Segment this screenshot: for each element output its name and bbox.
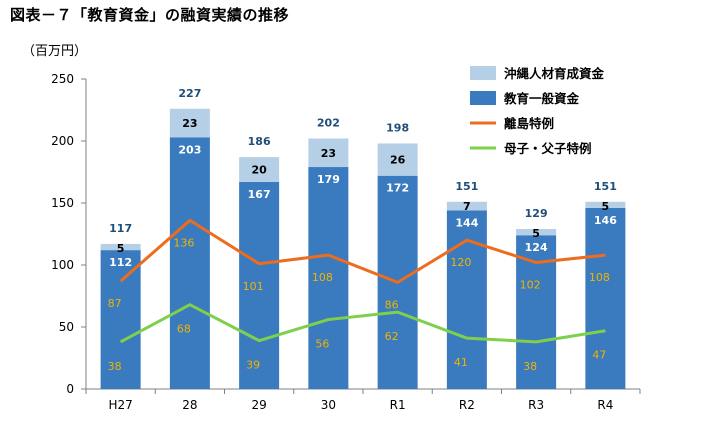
bar-main xyxy=(169,137,210,389)
y-axis-unit: （百万円） xyxy=(22,44,88,59)
line-value-label: 47 xyxy=(592,349,606,362)
line-value-label: 56 xyxy=(315,338,329,351)
line-value-label: 38 xyxy=(523,360,537,373)
bar-value-label: 144 xyxy=(455,216,478,229)
legend-swatch xyxy=(470,66,496,80)
x-tick-label: R3 xyxy=(528,398,544,412)
line-value-label: 39 xyxy=(246,359,260,372)
chart-title: 図表－７「教育資金」の融資実績の推移 xyxy=(10,6,290,24)
bar-top xyxy=(169,108,210,138)
bar-total-label: 151 xyxy=(455,180,478,193)
bar-value-label: 124 xyxy=(525,241,548,254)
bar-total-label: 151 xyxy=(594,180,617,193)
bar-value-label: 26 xyxy=(390,154,406,167)
line-value-label: 68 xyxy=(177,323,191,336)
bar-value-label: 179 xyxy=(317,173,340,186)
x-tick-label: R4 xyxy=(597,398,613,412)
bar-value-label: 203 xyxy=(178,143,201,156)
bars xyxy=(100,108,626,389)
bar-main xyxy=(308,167,349,389)
line-ritou xyxy=(119,218,606,284)
bar-value-label: 20 xyxy=(251,164,267,177)
line-value-label: 102 xyxy=(520,279,541,292)
bar-value-label: 5 xyxy=(532,227,540,240)
bar-value-label: 5 xyxy=(602,200,610,213)
bar-top xyxy=(239,157,280,182)
bar-total-label: 202 xyxy=(317,117,340,130)
bar-top xyxy=(516,229,557,236)
line-value-label: 101 xyxy=(243,280,264,293)
bar-total-label: 129 xyxy=(525,207,548,220)
y-tick-label: 50 xyxy=(59,320,74,334)
bar-value-label: 7 xyxy=(463,200,471,213)
x-tick-label: 29 xyxy=(251,398,266,412)
bar-total-label: 186 xyxy=(248,135,271,148)
x-tick-label: R1 xyxy=(390,398,406,412)
x-tick-label: 28 xyxy=(182,398,197,412)
bar-top xyxy=(446,201,487,211)
y-tick-label: 100 xyxy=(51,258,74,272)
bar-value-label: 172 xyxy=(386,182,409,195)
bar-top xyxy=(100,243,141,251)
legend-label: 教育一般資金 xyxy=(503,91,580,106)
y-tick-label: 250 xyxy=(51,72,74,86)
labels: 1122031671791721441241465232023267551172… xyxy=(108,87,618,373)
line-value-label: 38 xyxy=(108,360,122,373)
x-tick-label: H27 xyxy=(108,398,132,412)
bar-main xyxy=(585,207,626,389)
legend-swatch xyxy=(470,91,496,105)
bar-total-label: 117 xyxy=(109,222,132,235)
line-boshi xyxy=(119,303,606,344)
bar-total-label: 227 xyxy=(178,87,201,100)
line-value-label: 41 xyxy=(454,356,468,369)
bar-top xyxy=(308,138,349,168)
line-value-label: 120 xyxy=(450,256,471,269)
lines xyxy=(119,218,606,344)
line-value-label: 87 xyxy=(108,297,122,310)
y-tick-label: 150 xyxy=(51,196,74,210)
bar-value-label: 146 xyxy=(594,214,617,227)
y-tick-label: 200 xyxy=(51,134,74,148)
bar-value-label: 23 xyxy=(321,147,336,160)
bar-top xyxy=(585,201,626,208)
line-value-label: 62 xyxy=(385,330,399,343)
bar-value-label: 5 xyxy=(117,242,125,255)
bar-value-label: 23 xyxy=(182,117,197,130)
x-tick-label: R2 xyxy=(459,398,475,412)
line-value-label: 86 xyxy=(385,298,399,311)
line-value-label: 108 xyxy=(312,271,333,284)
x-tick-label: 30 xyxy=(321,398,336,412)
y-tick-label: 0 xyxy=(66,382,74,396)
legend-label: 離島特例 xyxy=(504,116,554,131)
legend-label: 沖縄人材育成資金 xyxy=(504,66,605,81)
line-value-label: 108 xyxy=(589,271,610,284)
bar-top xyxy=(377,143,418,176)
legend-label: 母子・父子特例 xyxy=(504,141,592,156)
bar-total-label: 198 xyxy=(386,121,409,134)
bar-value-label: 112 xyxy=(109,256,132,269)
bar-main xyxy=(100,250,141,389)
bar-value-label: 167 xyxy=(248,188,271,201)
bar-main xyxy=(239,181,280,389)
line-value-label: 136 xyxy=(173,236,194,249)
